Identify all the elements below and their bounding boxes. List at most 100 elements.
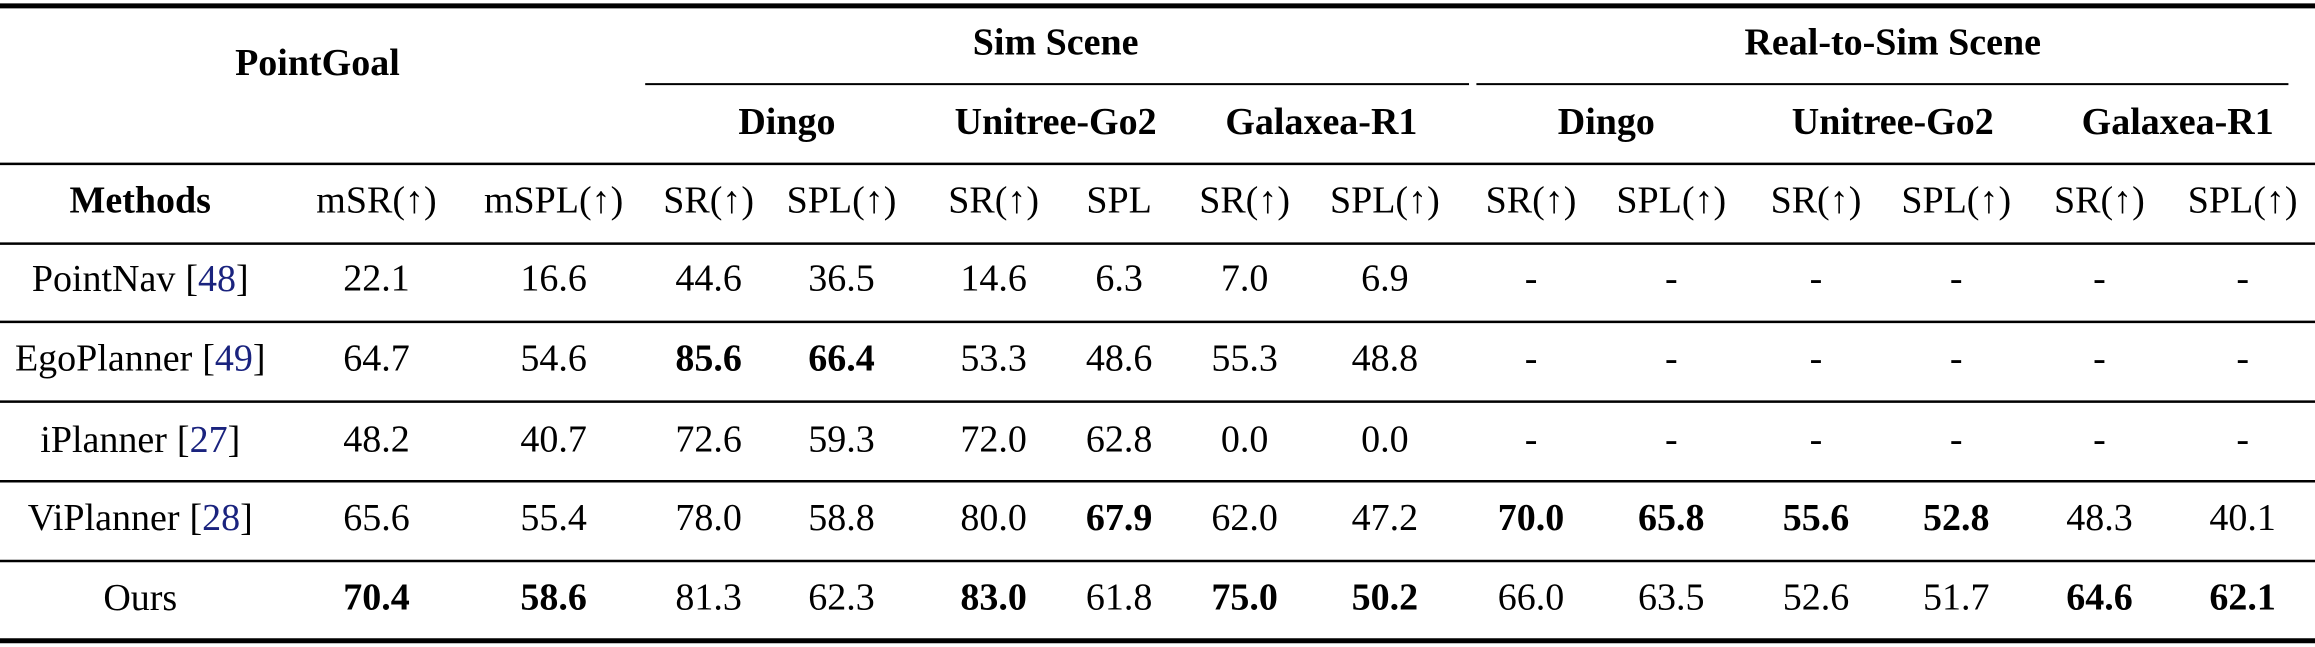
subgroup-header: Dingo xyxy=(738,101,835,143)
cell: 54.6 xyxy=(520,337,587,379)
cell: - xyxy=(2236,419,2249,461)
cell: 64.7 xyxy=(343,337,410,379)
cell: 70.4 xyxy=(343,577,410,619)
cell: 63.5 xyxy=(1638,577,1705,619)
cell: - xyxy=(1665,419,1678,461)
cell: 6.3 xyxy=(1095,258,1143,300)
cell: - xyxy=(2093,419,2106,461)
cell: - xyxy=(1810,258,1823,300)
cell: 65.6 xyxy=(343,497,410,539)
column-header: SPL(↑) xyxy=(1330,179,1440,221)
cell: - xyxy=(1665,258,1678,300)
cell: 62.0 xyxy=(1211,497,1278,539)
cite-number: 48 xyxy=(198,258,236,300)
cell: 65.8 xyxy=(1638,497,1705,539)
cell: 0.0 xyxy=(1361,419,1409,461)
cell: - xyxy=(1525,337,1538,379)
cell: 55.3 xyxy=(1211,337,1278,379)
cell: 72.0 xyxy=(960,419,1027,461)
column-header: Methods xyxy=(70,179,211,221)
cell: 47.2 xyxy=(1352,497,1419,539)
cell: 50.2 xyxy=(1352,577,1419,619)
cell: 67.9 xyxy=(1086,497,1153,539)
cell: 85.6 xyxy=(675,337,742,379)
group-header: Sim Scene xyxy=(973,21,1139,63)
group-header: Real-to-Sim Scene xyxy=(1744,21,2041,63)
cell: 48.6 xyxy=(1086,337,1153,379)
cell: 36.5 xyxy=(808,258,875,300)
cell: 40.7 xyxy=(520,419,587,461)
cell: 16.6 xyxy=(520,258,587,300)
cell: 55.6 xyxy=(1783,497,1850,539)
cell: 53.3 xyxy=(960,337,1027,379)
column-header: SPL(↑) xyxy=(787,179,897,221)
method: Ours xyxy=(103,577,177,619)
cell: 80.0 xyxy=(960,497,1027,539)
method: ViPlanner xyxy=(28,497,180,539)
cell: 22.1 xyxy=(343,258,410,300)
subgroup-header: Galaxea-R1 xyxy=(1225,101,1417,143)
method: iPlanner xyxy=(40,419,167,461)
cell: 58.6 xyxy=(520,577,587,619)
cell: - xyxy=(1950,337,1963,379)
cite-open: [ xyxy=(202,337,215,379)
cell: 62.8 xyxy=(1086,419,1153,461)
cell: - xyxy=(2236,337,2249,379)
cell: 64.6 xyxy=(2066,577,2133,619)
column-header: SPL(↑) xyxy=(1901,179,2011,221)
cell: 48.3 xyxy=(2066,497,2133,539)
cite-close: ] xyxy=(228,419,241,461)
method: EgoPlanner xyxy=(15,337,193,379)
cell: - xyxy=(1665,337,1678,379)
column-header: SR(↑) xyxy=(1486,179,1577,221)
column-header: SR(↑) xyxy=(1771,179,1862,221)
cell: 62.1 xyxy=(2209,577,2276,619)
cell: - xyxy=(2093,258,2106,300)
cell: - xyxy=(1810,419,1823,461)
cell: 66.0 xyxy=(1498,577,1565,619)
cell: 70.0 xyxy=(1498,497,1565,539)
cell: 55.4 xyxy=(520,497,587,539)
method-name: iPlanner [27] xyxy=(40,419,240,461)
column-header: SPL xyxy=(1086,179,1151,221)
cell: 58.8 xyxy=(808,497,875,539)
cell: 61.8 xyxy=(1086,577,1153,619)
column-header: mSPL(↑) xyxy=(484,179,623,221)
method-name: EgoPlanner [49] xyxy=(15,337,266,379)
cell: 72.6 xyxy=(675,419,742,461)
cite-number: 49 xyxy=(215,337,253,379)
subgroup-header: Unitree-Go2 xyxy=(955,101,1157,143)
cell: 52.6 xyxy=(1783,577,1850,619)
cite-number: 27 xyxy=(190,419,228,461)
subgroup-header: Unitree-Go2 xyxy=(1792,101,1994,143)
column-header: SPL(↑) xyxy=(2188,179,2298,221)
column-header: SR(↑) xyxy=(948,179,1039,221)
column-header: SR(↑) xyxy=(1199,179,1290,221)
cite-open: [ xyxy=(190,497,203,539)
cell: 0.0 xyxy=(1221,419,1269,461)
cite-close: ] xyxy=(253,337,266,379)
column-header: SPL(↑) xyxy=(1616,179,1726,221)
cell: - xyxy=(1950,258,1963,300)
column-header: mSR(↑) xyxy=(316,179,436,221)
subgroup-header: Dingo xyxy=(1558,101,1655,143)
cell: 40.1 xyxy=(2209,497,2276,539)
cell: 83.0 xyxy=(960,577,1027,619)
cell: 52.8 xyxy=(1923,497,1990,539)
cell: 75.0 xyxy=(1211,577,1278,619)
cell: 6.9 xyxy=(1361,258,1409,300)
cell: - xyxy=(1950,419,1963,461)
method: PointNav xyxy=(32,258,176,300)
cite-number: 28 xyxy=(202,497,240,539)
method-name: PointNav [48] xyxy=(32,258,249,300)
cell: 59.3 xyxy=(808,419,875,461)
subgroup-header: Galaxea-R1 xyxy=(2082,101,2274,143)
method-name: Ours xyxy=(103,577,177,619)
cell: 81.3 xyxy=(675,577,742,619)
cell: 48.8 xyxy=(1352,337,1419,379)
cell: 78.0 xyxy=(675,497,742,539)
cell: 66.4 xyxy=(808,337,875,379)
cell: 44.6 xyxy=(675,258,742,300)
method-name: ViPlanner [28] xyxy=(28,497,253,539)
